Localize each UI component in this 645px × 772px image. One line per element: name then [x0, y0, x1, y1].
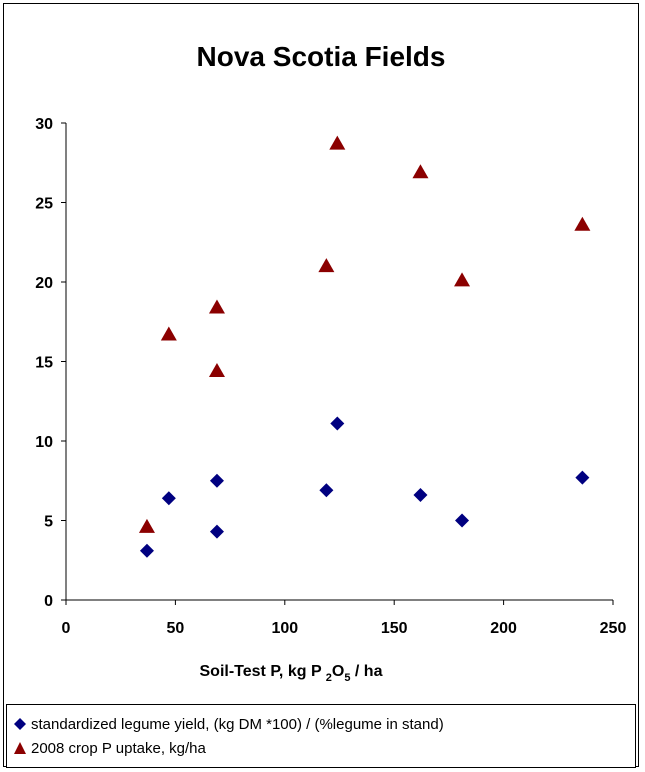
x-axis-title-tail: / ha	[350, 663, 382, 680]
triangle-point	[138, 518, 155, 533]
diamond-point	[413, 488, 428, 503]
legend-item-legume-yield: standardized legume yield, (kg DM *100) …	[13, 713, 444, 735]
diamond-point	[209, 524, 224, 539]
x-tick-label: 150	[381, 620, 408, 637]
legend: standardized legume yield, (kg DM *100) …	[6, 704, 636, 768]
triangle-icon	[14, 742, 26, 754]
x-axis-title-main: Soil-Test P, kg P	[200, 663, 326, 680]
x-axis-title-sub1: 2	[326, 672, 332, 684]
diamond-point	[575, 470, 590, 485]
legend-item-p-uptake: 2008 crop P uptake, kg/ha	[13, 737, 206, 759]
triangle-point	[208, 299, 225, 314]
diamond-point	[319, 483, 334, 498]
triangle-point	[329, 135, 346, 150]
legend-label-legume-yield: standardized legume yield, (kg DM *100) …	[31, 715, 444, 733]
diamond-point	[455, 513, 470, 528]
x-tick-label: 0	[62, 620, 71, 637]
x-tick-label: 200	[490, 620, 517, 637]
triangle-point	[412, 164, 429, 179]
x-tick-label: 50	[167, 620, 185, 637]
data-points	[138, 135, 591, 558]
diamond-point	[139, 543, 154, 558]
triangle-point	[160, 326, 177, 341]
triangle-point	[454, 272, 471, 287]
x-tick-label: 100	[271, 620, 298, 637]
y-tick-label: 0	[44, 593, 53, 610]
ticks: 0 5 10 15 20 25 30 0 50 100 150 200 250	[35, 116, 626, 637]
x-tick-label: 250	[600, 620, 627, 637]
y-tick-label: 15	[35, 355, 53, 372]
x-axis-title: Soil-Test P, kg P 2O5 / ha	[200, 663, 383, 684]
y-tick-label: 5	[44, 514, 53, 531]
diamond-point	[161, 491, 176, 506]
y-tick-label: 10	[35, 434, 53, 451]
diamond-point	[209, 473, 224, 488]
diamond-point	[330, 416, 345, 431]
x-axis-title-sub2: 5	[344, 672, 350, 684]
chart-title: Nova Scotia Fields	[197, 41, 446, 72]
x-axis-title-mid: O	[332, 663, 344, 680]
triangle-point	[318, 258, 335, 273]
diamond-icon	[14, 718, 26, 730]
legend-label-p-uptake: 2008 crop P uptake, kg/ha	[31, 739, 206, 757]
triangle-point	[574, 216, 591, 231]
y-tick-label: 25	[35, 196, 53, 213]
triangle-point	[208, 363, 225, 378]
y-tick-label: 30	[35, 116, 53, 133]
y-tick-label: 20	[35, 275, 53, 292]
chart-frame: Nova Scotia Fields 0 5 10 15 20 25 30 0 50 100 150…	[3, 3, 639, 767]
